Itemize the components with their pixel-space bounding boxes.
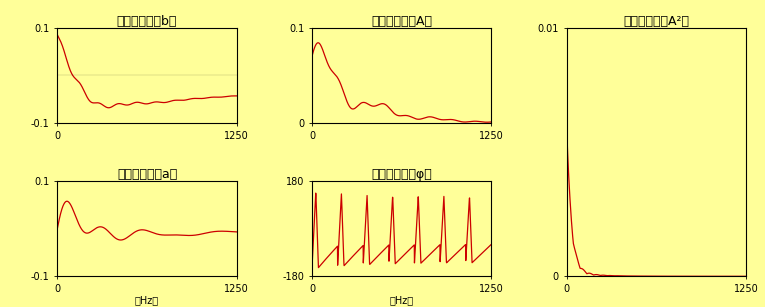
Title: 信号幅値谱（A）: 信号幅値谱（A） [371, 15, 432, 28]
X-axis label: （Hz）: （Hz） [135, 295, 159, 305]
Title: 信号实频谱（a）: 信号实频谱（a） [117, 168, 177, 181]
Title: 信号相位谱（φ）: 信号相位谱（φ） [371, 168, 432, 181]
X-axis label: （Hz）: （Hz） [389, 295, 414, 305]
Title: 信号虚频谱（b）: 信号虚频谱（b） [117, 15, 177, 28]
Title: 信号功率谱（A²）: 信号功率谱（A²） [623, 15, 689, 28]
